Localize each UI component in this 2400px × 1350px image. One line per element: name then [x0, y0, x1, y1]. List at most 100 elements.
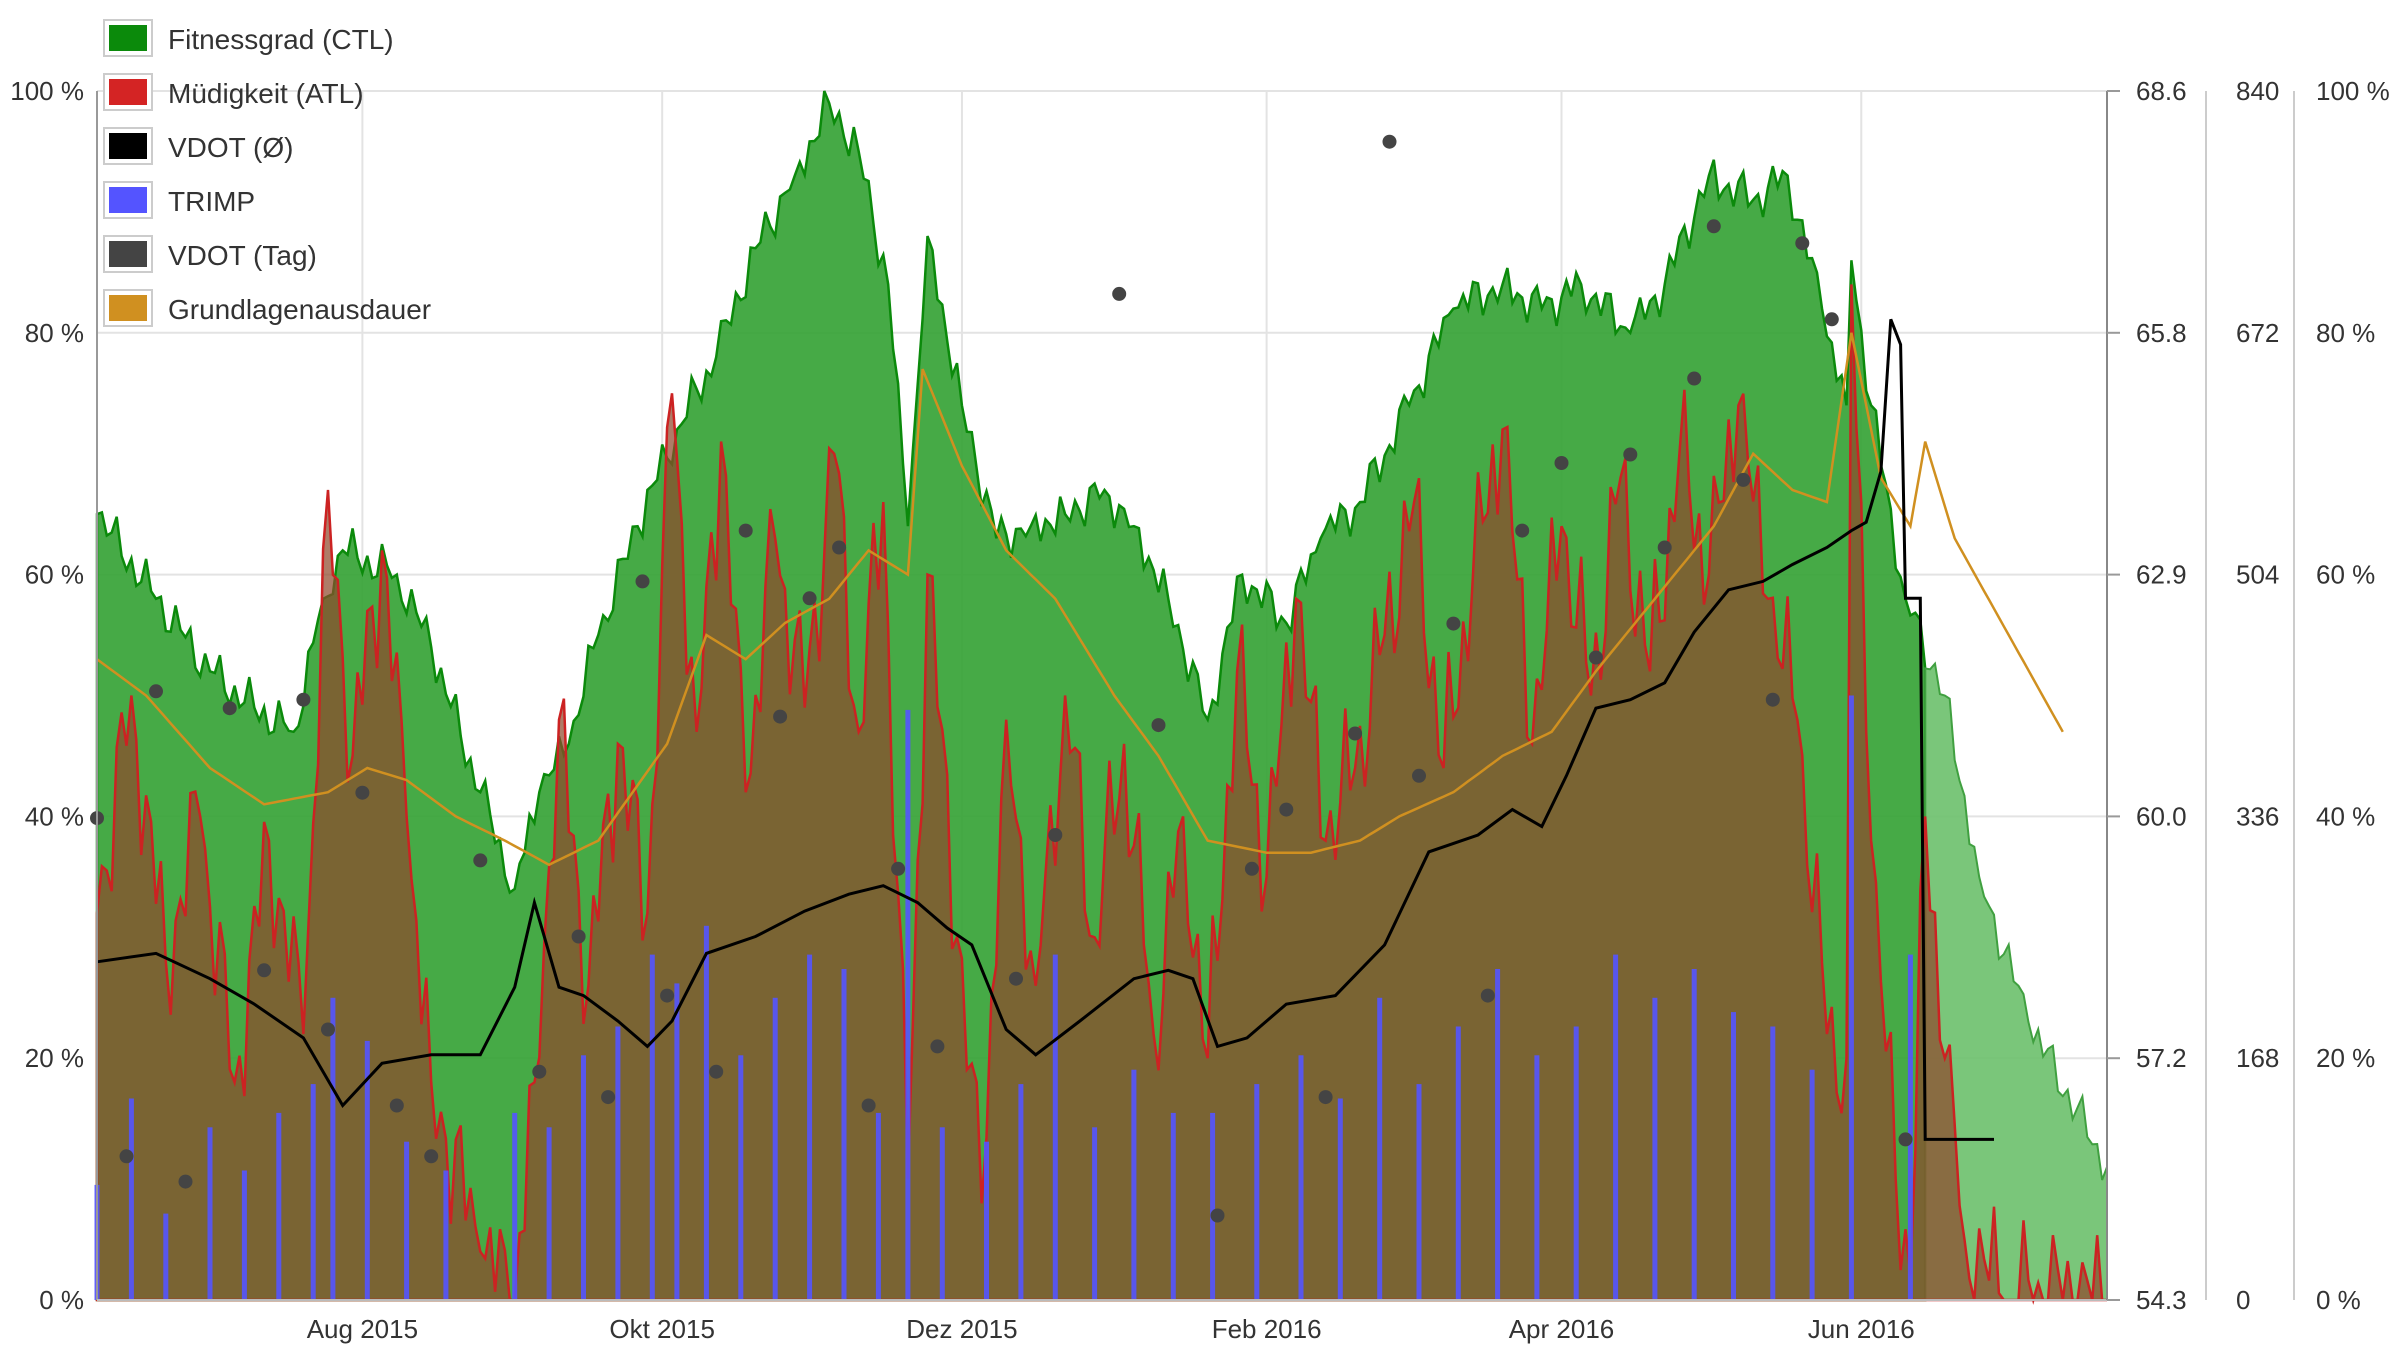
vdot-y-tick: 68.6	[2136, 76, 2187, 106]
vdot-day-point	[178, 1174, 193, 1189]
x-tick-label: Feb 2016	[1212, 1314, 1322, 1344]
legend-item[interactable]: TRIMP	[103, 181, 255, 219]
vdot-day-point	[1382, 134, 1397, 149]
trimp-bar	[939, 1127, 945, 1300]
trimp-bar	[807, 954, 813, 1300]
vdot-day-point	[635, 574, 650, 589]
right-y-tick: 80 %	[2316, 318, 2375, 348]
legend-label: Müdigkeit (ATL)	[168, 78, 364, 109]
trimp-y-tick: 504	[2236, 560, 2279, 590]
legend-swatch	[109, 79, 147, 105]
trimp-bar	[163, 1213, 169, 1300]
vdot-day-point	[1446, 616, 1461, 631]
legend-item[interactable]: VDOT (Tag)	[103, 235, 317, 273]
vdot-day-point	[1009, 971, 1023, 986]
legend-item[interactable]: Grundlagenausdauer	[103, 289, 431, 327]
trimp-bar	[1052, 954, 1058, 1300]
trimp-bar	[1534, 1055, 1540, 1300]
right-y-tick: 60 %	[2316, 560, 2375, 590]
trimp-bar	[875, 1112, 881, 1300]
legend-item[interactable]: Müdigkeit (ATL)	[103, 73, 364, 111]
trimp-bar	[1337, 1098, 1343, 1300]
trimp-y-tick: 336	[2236, 801, 2279, 831]
trimp-bar	[1848, 695, 1854, 1300]
trimp-bar	[443, 1170, 449, 1300]
vdot-day-point	[1588, 650, 1603, 665]
right-y-tick: 100 %	[2316, 76, 2390, 106]
series-layer	[90, 90, 2108, 1305]
vdot-day-point	[1151, 718, 1166, 733]
trimp-bar	[404, 1141, 410, 1300]
vdot-day-point	[1210, 1208, 1225, 1223]
trimp-bar	[772, 997, 778, 1301]
legend-swatch	[109, 187, 147, 213]
axes: Aug 2015 Okt 2015 Dez 2015 Feb 2016 Apr 2016…	[10, 76, 2389, 1344]
x-tick-label: Aug 2015	[307, 1314, 418, 1344]
trimp-bar	[1298, 1055, 1304, 1300]
trimp-bar	[276, 1112, 282, 1300]
vdot-day-point	[321, 1022, 335, 1037]
vdot-day-point	[1112, 286, 1127, 301]
vdot-day-point	[355, 785, 370, 800]
vdot-day-point	[773, 709, 788, 724]
grundlagenausdauer-line	[96, 332, 2064, 867]
vdot-day-point	[861, 1098, 876, 1113]
vdot-day-point	[149, 684, 163, 699]
legend-swatch	[109, 25, 147, 51]
legend[interactable]: Fitnessgrad (CTL) Müdigkeit (ATL) VDOT (Ø)…	[103, 19, 431, 327]
vdot-day-point	[296, 692, 311, 707]
trimp-bar	[1613, 954, 1619, 1300]
legend-swatch	[109, 295, 147, 321]
vdot-day-point	[1554, 456, 1569, 470]
legend-label: TRIMP	[168, 186, 255, 217]
vdot-day-point	[1515, 523, 1530, 538]
vdot-day-point	[660, 988, 675, 1003]
vdot-day-point	[930, 1039, 945, 1054]
vdot-day-point	[473, 853, 488, 868]
left-y-tick: 40 %	[25, 801, 84, 831]
vdot-day-point	[1706, 219, 1721, 234]
vdot-day-point	[257, 963, 272, 978]
trimp-bar	[512, 1112, 518, 1300]
trimp-bar	[1455, 1026, 1461, 1300]
trimp-y-tick: 840	[2236, 76, 2279, 106]
trimp-bar	[984, 1141, 989, 1300]
vdot-day-point	[222, 701, 237, 716]
vdot-day-point	[119, 1149, 134, 1164]
vdot-day-point	[601, 1090, 616, 1105]
trimp-bar	[546, 1127, 552, 1300]
atl-area	[95, 284, 2107, 1305]
x-tick-label: Jun 2016	[1808, 1314, 1915, 1344]
left-y-tick: 0 %	[39, 1285, 84, 1315]
vdot-day-point	[424, 1149, 439, 1164]
legend-item[interactable]: VDOT (Ø)	[103, 127, 293, 165]
trimp-y-tick: 168	[2236, 1043, 2279, 1073]
vdot-day-point	[571, 929, 586, 944]
right-y-tick: 20 %	[2316, 1043, 2375, 1073]
legend-swatch	[109, 241, 147, 267]
vdot-day-point	[1048, 828, 1063, 842]
vdot-day-point	[738, 523, 753, 538]
vdot-day-point	[891, 861, 906, 876]
trimp-bar	[1131, 1069, 1137, 1300]
trimp-bar	[310, 1084, 316, 1300]
trimp-bar	[1691, 969, 1697, 1300]
trimp-bar	[1018, 1084, 1024, 1300]
right-y-tick: 0 %	[2316, 1285, 2361, 1315]
trimp-bar	[581, 1055, 586, 1300]
vdot-day-point	[1795, 236, 1810, 251]
trimp-bar	[1170, 1112, 1176, 1300]
right-y-tick: 40 %	[2316, 801, 2375, 831]
trimp-bar	[905, 709, 911, 1300]
legend-item[interactable]: Fitnessgrad (CTL)	[103, 19, 394, 57]
x-tick-label: Dez 2015	[906, 1314, 1017, 1344]
trimp-bar	[1495, 969, 1501, 1300]
trimp-bar	[330, 997, 336, 1301]
vdot-day-point	[1898, 1132, 1913, 1147]
vdot-day-point	[1480, 988, 1495, 1003]
trimp-bar	[1210, 1112, 1216, 1300]
legend-label: Grundlagenausdauer	[168, 294, 431, 325]
trimp-bar	[1573, 1026, 1579, 1300]
vdot-day-point	[532, 1064, 547, 1079]
